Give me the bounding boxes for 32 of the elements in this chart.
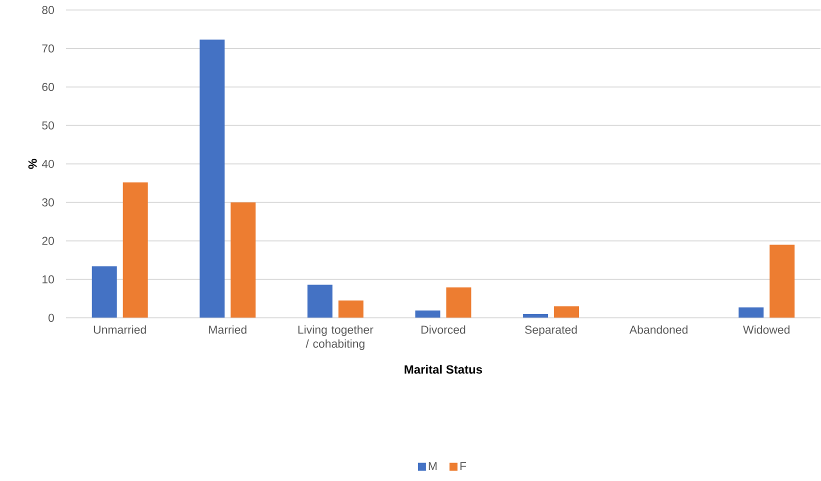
bar (738, 308, 764, 318)
y-tick-label: 10 (42, 275, 54, 284)
legend-label: F (460, 462, 466, 470)
bar (92, 266, 117, 318)
bar (446, 288, 472, 318)
y-tick-label: 20 (42, 236, 54, 246)
y-tick-label: 30 (42, 198, 54, 207)
legend-label: M (428, 462, 437, 470)
y-tick-label: 70 (42, 44, 54, 53)
bar (200, 40, 225, 318)
y-tick-label: 80 (42, 6, 54, 14)
x-tick-label: Divorced (422, 325, 466, 334)
x-tick-label: Widowed (743, 325, 790, 334)
x-tick-label: Abandoned (629, 325, 688, 334)
bar (523, 314, 548, 318)
y-tick-label: 40 (42, 160, 54, 168)
bar (338, 300, 364, 318)
y-tick-label: 60 (42, 83, 54, 92)
x-tick-label: Living together / cohabiting (298, 325, 374, 350)
y-tick-label: 0 (48, 314, 54, 322)
bar (230, 202, 256, 318)
x-axis-title: Marital Status (404, 365, 482, 374)
y-tick-label: 50 (42, 121, 54, 130)
bar (554, 306, 580, 318)
x-tick-label: Separated (525, 325, 577, 336)
bar (122, 182, 148, 318)
bar (770, 244, 795, 318)
x-tick-label: Married (209, 325, 246, 334)
y-axis-title: % (28, 159, 37, 170)
bar (307, 284, 332, 318)
bar (415, 310, 440, 318)
x-tick-label: Unmarried (94, 325, 146, 334)
